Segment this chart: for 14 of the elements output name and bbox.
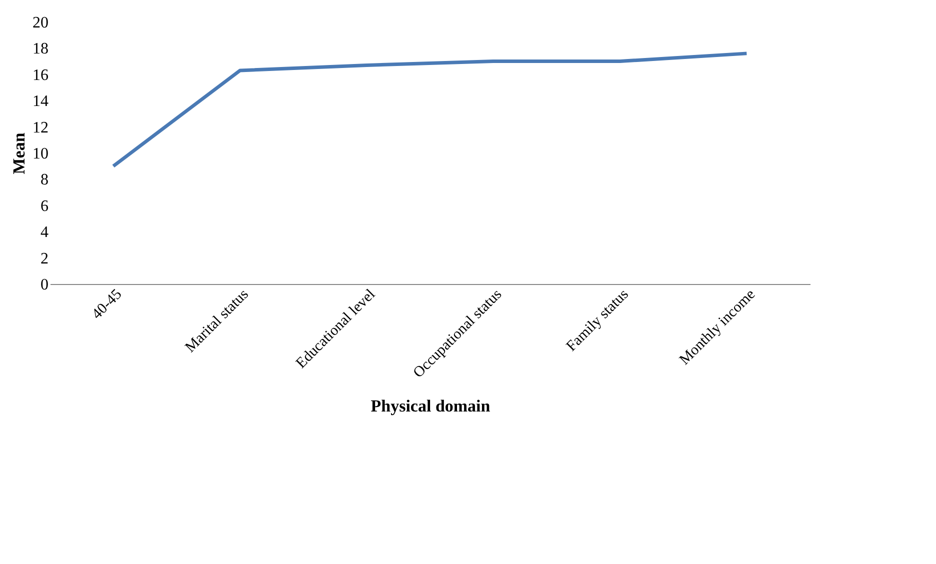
line-series <box>112 52 748 168</box>
y-tick-label: 18 <box>32 40 48 58</box>
y-tick-label: 6 <box>40 198 48 215</box>
y-tick-label: 0 <box>40 276 48 294</box>
x-axis-title: Physical domain <box>370 396 491 416</box>
y-tick-label: 4 <box>40 224 48 242</box>
y-tick-label: 20 <box>32 14 48 32</box>
y-tick-label: 12 <box>32 119 48 136</box>
y-tick-label: 2 <box>40 250 48 268</box>
y-tick-label: 10 <box>32 146 48 162</box>
y-tick-label: 14 <box>32 93 48 110</box>
y-tick-label: 16 <box>32 66 48 84</box>
y-axis-title: Mean <box>10 132 28 174</box>
y-tick-label: 8 <box>40 172 48 189</box>
